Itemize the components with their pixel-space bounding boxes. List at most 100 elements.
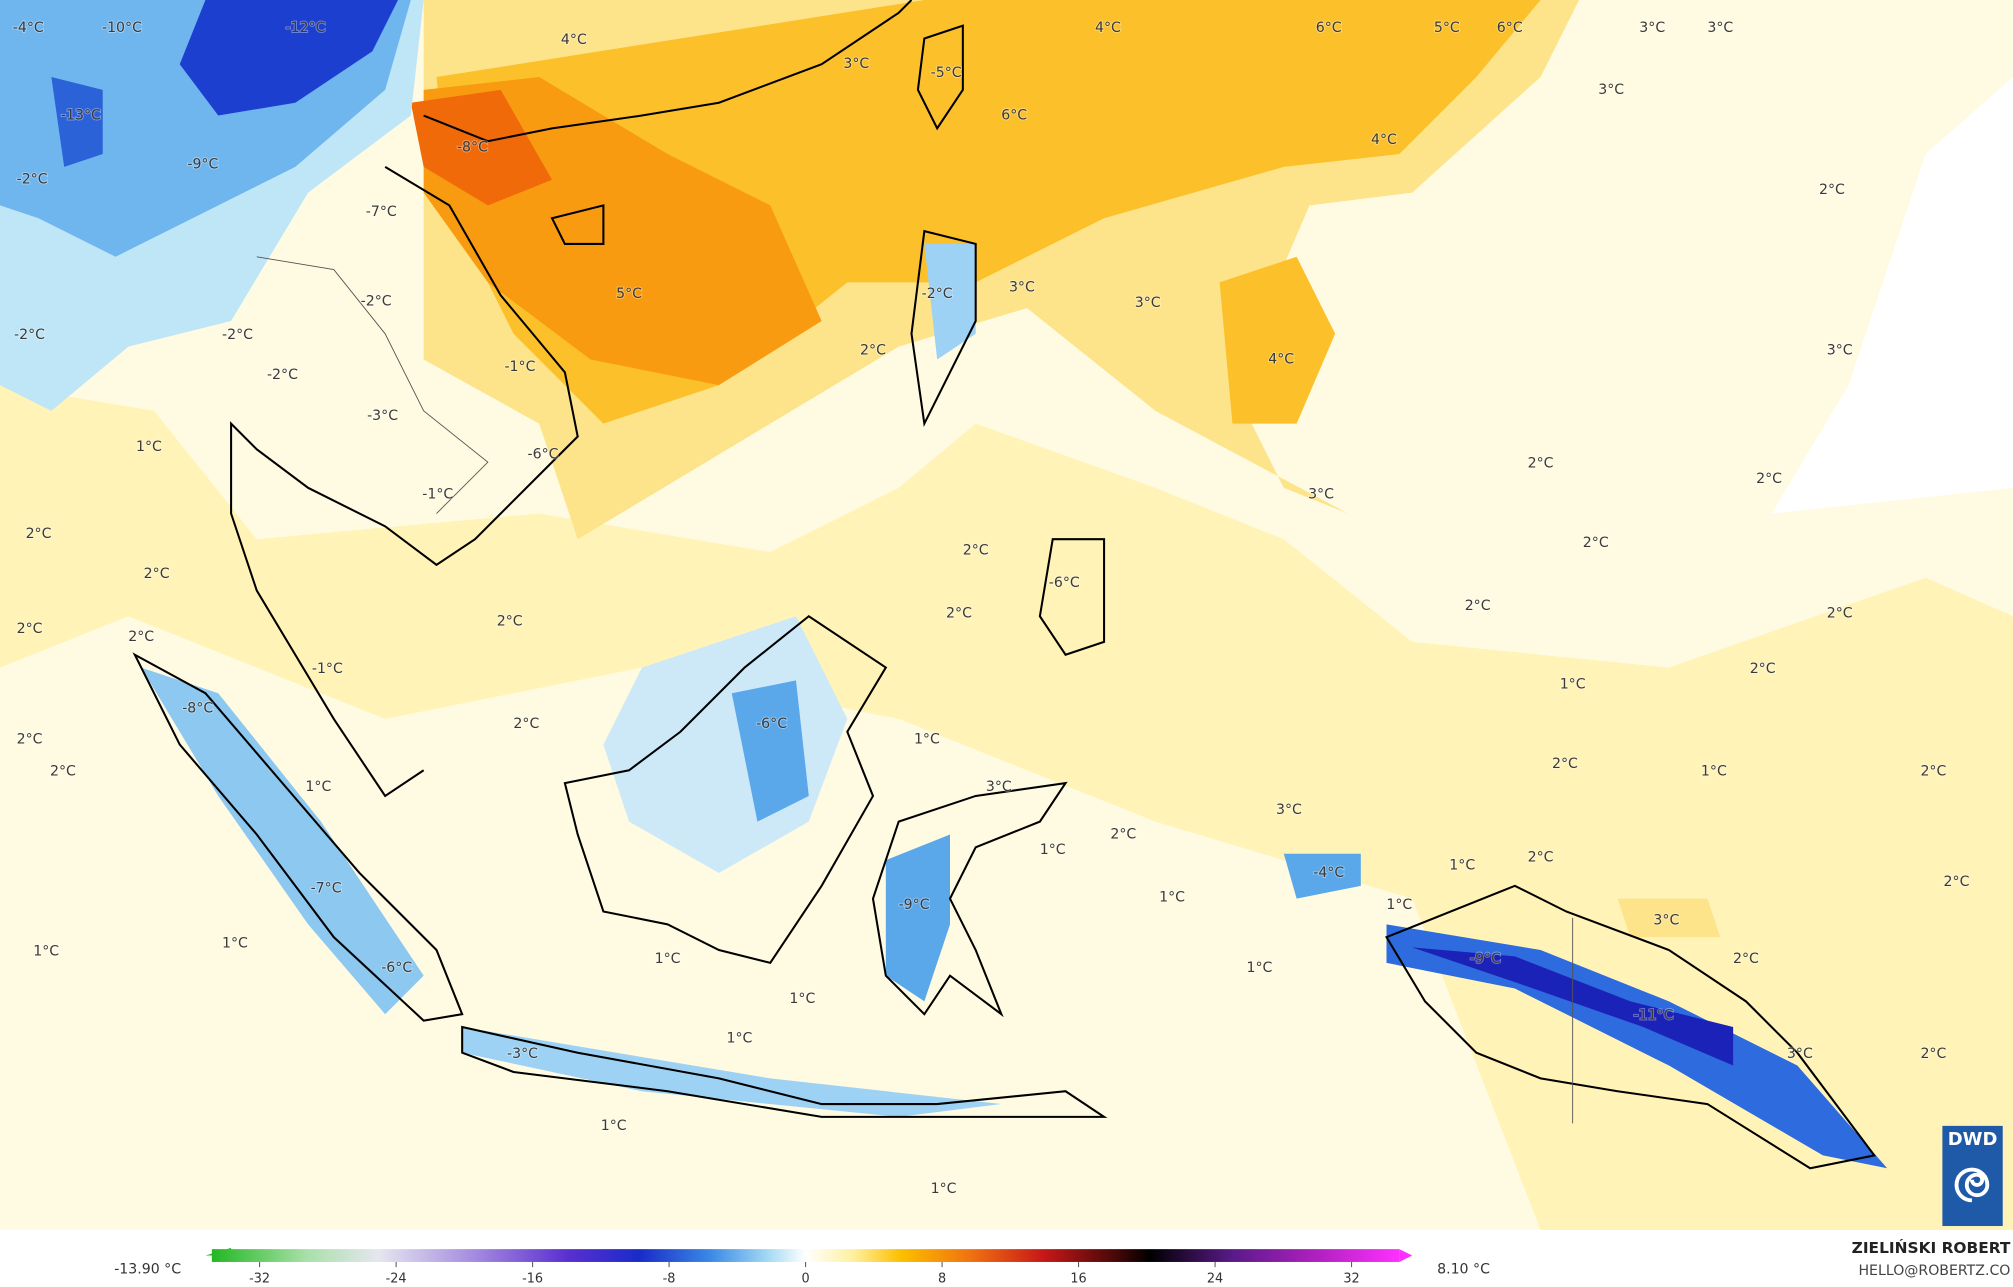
- temperature-label: 1°C: [1701, 764, 1727, 780]
- colorbar-tick-label: -24: [386, 1272, 407, 1287]
- temperature-label: 1°C: [931, 1181, 957, 1197]
- temperature-label: 3°C: [1787, 1046, 1813, 1062]
- temperature-label: 2°C: [17, 731, 43, 747]
- colorbar-tick-label: 8: [938, 1272, 946, 1287]
- temperature-label: 4°C: [1095, 20, 1121, 36]
- temperature-label: 2°C: [144, 566, 170, 582]
- temperature-label: 2°C: [50, 764, 76, 780]
- temperature-label: 3°C: [1009, 280, 1035, 296]
- temperature-label: 1°C: [305, 779, 331, 795]
- temperature-label: 3°C: [1707, 20, 1733, 36]
- colorbar-tick-label: -32: [249, 1272, 270, 1287]
- temperature-label: 1°C: [1246, 960, 1272, 976]
- temperature-label: 1°C: [655, 951, 681, 967]
- credit: ZIELIŃSKI ROBERT HELLO@ROBERTZ.CO DWD: [1852, 1125, 2011, 1279]
- temperature-label: 4°C: [561, 32, 587, 48]
- temperature-label: 2°C: [860, 342, 886, 358]
- temperature-label: 2°C: [946, 606, 972, 622]
- temperature-label: 3°C: [1827, 342, 1853, 358]
- temperature-label: 2°C: [1819, 182, 1845, 198]
- author: ZIELIŃSKI ROBERT: [1852, 1238, 2011, 1257]
- temperature-label: 2°C: [1465, 598, 1491, 614]
- temperature-label: 2°C: [497, 613, 523, 629]
- colorbar-tick-label: -8: [663, 1272, 676, 1287]
- temperature-label: 1°C: [1040, 842, 1066, 858]
- temperature-label: -8°C: [457, 140, 488, 156]
- colorbar: -13.90 °C 8.10 °C -32 -24 -16 -8 0 8 16 24 32: [114, 1247, 1490, 1287]
- temperature-label: 3°C: [1308, 486, 1334, 502]
- temperature-label: -5°C: [931, 65, 962, 81]
- temperature-label: -1°C: [504, 359, 535, 375]
- temperature-label: -4°C: [13, 20, 44, 36]
- temperature-label: 5°C: [1434, 20, 1460, 36]
- temperature-label: -9°C: [187, 156, 218, 172]
- temperature-label: -2°C: [267, 367, 298, 383]
- temperature-label: 1°C: [33, 943, 59, 959]
- temperature-label: 2°C: [1733, 951, 1759, 967]
- temperature-label: 2°C: [1920, 1046, 1946, 1062]
- temperature-label: -8°C: [182, 701, 213, 717]
- temperature-label: -4°C: [1313, 865, 1344, 881]
- logo-text: DWD: [1948, 1129, 1998, 1150]
- temperature-label: 1°C: [1159, 889, 1185, 905]
- temperature-label: 3°C: [1276, 802, 1302, 818]
- temperature-label: 2°C: [1528, 850, 1554, 866]
- temperature-label: -2°C: [361, 294, 392, 310]
- temperature-label: 1°C: [1560, 676, 1586, 692]
- temperature-label: 1°C: [727, 1031, 753, 1047]
- temperature-label: 3°C: [843, 56, 869, 72]
- colorbar-tick-label: 0: [802, 1272, 810, 1287]
- temperature-label: 1°C: [789, 991, 815, 1007]
- logo-swirl: [1954, 1167, 1990, 1203]
- coastlines: [132, 0, 1877, 1170]
- temperature-label: 2°C: [128, 629, 154, 645]
- temperature-label: -3°C: [507, 1046, 538, 1062]
- temperature-label: 2°C: [26, 526, 52, 542]
- temperature-label: -6°C: [381, 960, 412, 976]
- temperature-label: -6°C: [1049, 575, 1080, 591]
- temperature-label: 2°C: [17, 621, 43, 637]
- temperature-label: -9°C: [1470, 951, 1501, 967]
- temperature-label: 2°C: [1110, 826, 1136, 842]
- temperature-label: -6°C: [756, 716, 787, 732]
- temperature-label: 1°C: [1386, 897, 1412, 913]
- temperature-label: -9°C: [899, 897, 930, 913]
- temperature-label: 4°C: [1371, 132, 1397, 148]
- temperature-label: 3°C: [1598, 82, 1624, 98]
- temperature-label: 4°C: [1268, 351, 1294, 367]
- temperature-label: -13°C: [61, 108, 101, 124]
- temperature-label: -7°C: [311, 880, 342, 896]
- temperature-label: 2°C: [513, 716, 539, 732]
- max-value: 8.10 °C: [1437, 1262, 1490, 1278]
- temperature-label: 2°C: [1583, 535, 1609, 551]
- temperature-label: 1°C: [1449, 857, 1475, 873]
- colorbar-tick-label: -16: [522, 1272, 543, 1287]
- temperature-label: 6°C: [1316, 20, 1342, 36]
- temperature-label: 2°C: [963, 543, 989, 559]
- temperature-label: 2°C: [1920, 764, 1946, 780]
- min-value: -13.90 °C: [114, 1262, 181, 1278]
- temperature-label: -3°C: [367, 408, 398, 424]
- temperature-label: 2°C: [1756, 471, 1782, 487]
- colorbar-tick-label: 16: [1070, 1272, 1086, 1287]
- colorbar-tick-label: 24: [1207, 1272, 1223, 1287]
- temperature-label: -10°C: [102, 20, 142, 36]
- temperature-label: -2°C: [17, 172, 48, 188]
- temperature-label: -1°C: [422, 486, 453, 502]
- temperature-label: 1°C: [222, 936, 248, 952]
- temperature-label: 3°C: [1639, 20, 1665, 36]
- temperature-label: 2°C: [1944, 874, 1970, 890]
- temperature-label: 6°C: [1497, 20, 1523, 36]
- temperature-label: -11°C: [1634, 1007, 1674, 1023]
- temperature-labels: -4°C -10°C -12°C -13°C -9°C -2°C -2°C 4°C 3°C -8°…: [12, 19, 1971, 1197]
- temperature-label: -1°C: [312, 661, 343, 677]
- temperature-label: 1°C: [136, 439, 162, 455]
- colorbar-gradient: [211, 1249, 1400, 1262]
- temperature-label: -12°C: [286, 20, 326, 36]
- temperature-label: -2°C: [222, 327, 253, 343]
- temperature-label: 2°C: [1528, 455, 1554, 471]
- temperature-label: -6°C: [528, 446, 559, 462]
- temperature-label: 6°C: [1001, 108, 1027, 124]
